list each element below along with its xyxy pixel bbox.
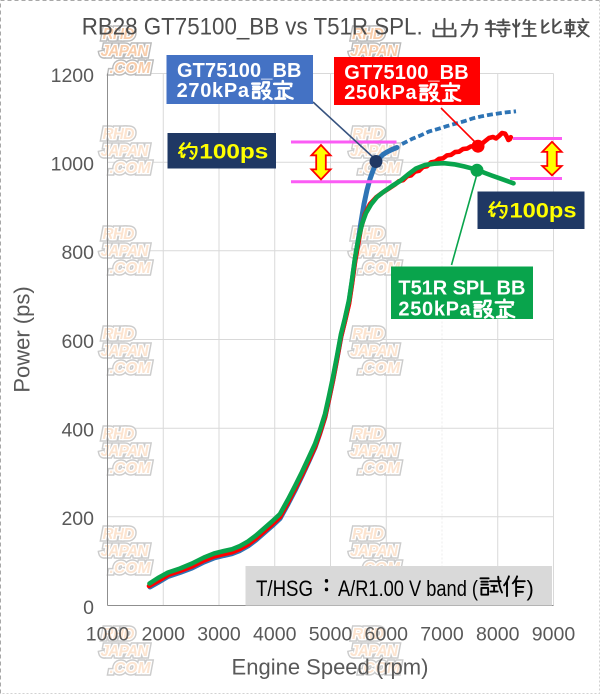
svg-text:RB28 GT75100_BB vs T51R SPL.: RB28 GT75100_BB vs T51R SPL. <box>82 14 423 41</box>
svg-text:7000: 7000 <box>420 624 464 646</box>
svg-text:1000: 1000 <box>86 624 130 646</box>
svg-text:GT75100_BB: GT75100_BB <box>177 60 302 82</box>
svg-text:3000: 3000 <box>197 624 241 646</box>
svg-text:Engine Speed (rpm): Engine Speed (rpm) <box>232 655 429 680</box>
svg-text:): ) <box>527 576 534 601</box>
svg-text:600: 600 <box>61 331 94 353</box>
svg-text:0: 0 <box>83 597 94 619</box>
svg-text:100ps: 100ps <box>510 200 577 223</box>
svg-text:A/R1.00 V band (: A/R1.00 V band ( <box>338 576 479 601</box>
svg-text:T51R SPL BB: T51R SPL BB <box>398 278 525 300</box>
svg-text:800: 800 <box>61 242 94 264</box>
svg-text:6000: 6000 <box>365 624 409 646</box>
svg-text:1200: 1200 <box>51 65 95 87</box>
svg-text:8000: 8000 <box>476 624 520 646</box>
svg-text:2000: 2000 <box>142 624 186 646</box>
svg-text:9000: 9000 <box>532 624 576 646</box>
svg-text:Power (ps): Power (ps) <box>10 286 35 392</box>
svg-text:270kPa: 270kPa <box>177 80 250 102</box>
svg-text:250kPa: 250kPa <box>398 299 471 321</box>
svg-text:T/HSG: T/HSG <box>256 576 313 601</box>
svg-text:100ps: 100ps <box>199 141 268 164</box>
svg-text:400: 400 <box>61 420 94 442</box>
svg-text:5000: 5000 <box>309 624 353 646</box>
svg-text:1000: 1000 <box>51 154 95 176</box>
svg-text:200: 200 <box>61 508 94 530</box>
svg-text:250kPa: 250kPa <box>344 82 417 104</box>
svg-text:4000: 4000 <box>253 624 297 646</box>
svg-text:GT75100_BB: GT75100_BB <box>344 62 469 84</box>
